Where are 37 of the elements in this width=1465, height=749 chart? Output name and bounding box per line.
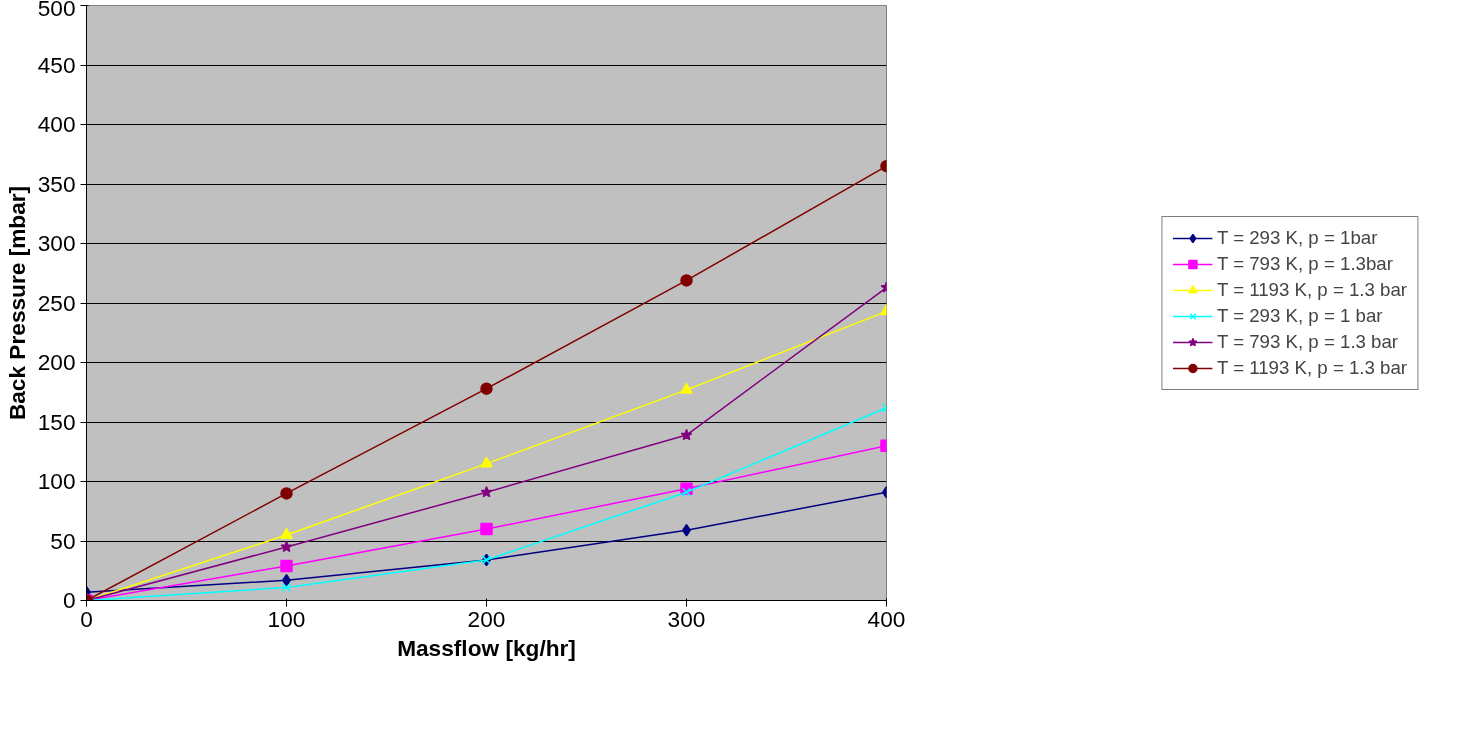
point xyxy=(280,527,293,539)
y-tick-label: 500 xyxy=(37,0,76,21)
y-tick-label: 300 xyxy=(37,230,76,256)
legend-label: T = 293 K, p = 1bar xyxy=(1216,226,1378,249)
point xyxy=(281,582,292,593)
x-tick-label: 200 xyxy=(467,605,506,632)
legend-label: T = 1193 K, p = 1.3 bar xyxy=(1216,356,1408,379)
point xyxy=(280,487,293,500)
x-tick-label: 0 xyxy=(80,605,93,632)
legend-label: T = 793 K, p = 1.3 bar xyxy=(1216,330,1399,353)
y-tick-label: 150 xyxy=(37,408,76,435)
y-tick-label: 450 xyxy=(37,51,76,78)
point xyxy=(680,274,693,287)
y-tick-label: 100 xyxy=(37,468,76,494)
point xyxy=(480,382,493,395)
point xyxy=(680,382,693,394)
y-tick-label: 400 xyxy=(37,111,76,137)
point xyxy=(480,456,493,468)
legend-label: T = 1193 K, p = 1.3 bar xyxy=(1216,278,1408,301)
x-tick-label: 100 xyxy=(267,605,306,632)
point xyxy=(280,559,293,573)
point xyxy=(681,487,692,497)
x-axis-title: Massflow [kg/hr] xyxy=(397,634,576,661)
point xyxy=(280,540,293,553)
legend-label: T = 293 K, p = 1 bar xyxy=(1216,304,1383,327)
legend-label: T = 793 K, p = 1.3bar xyxy=(1216,252,1393,275)
y-tick-label: 250 xyxy=(37,289,76,316)
y-tick-label: 50 xyxy=(50,527,76,554)
x-tick-label: 300 xyxy=(667,605,706,632)
point xyxy=(480,485,493,498)
y-tick-label: 0 xyxy=(62,587,76,613)
point xyxy=(680,428,693,441)
x-tick-label: 400 xyxy=(867,605,906,632)
y-tick-label: 200 xyxy=(37,349,76,375)
y-tick-label: 350 xyxy=(37,170,76,197)
y-axis-title: Back Pressure [mbar] xyxy=(3,185,30,421)
point xyxy=(480,522,493,536)
